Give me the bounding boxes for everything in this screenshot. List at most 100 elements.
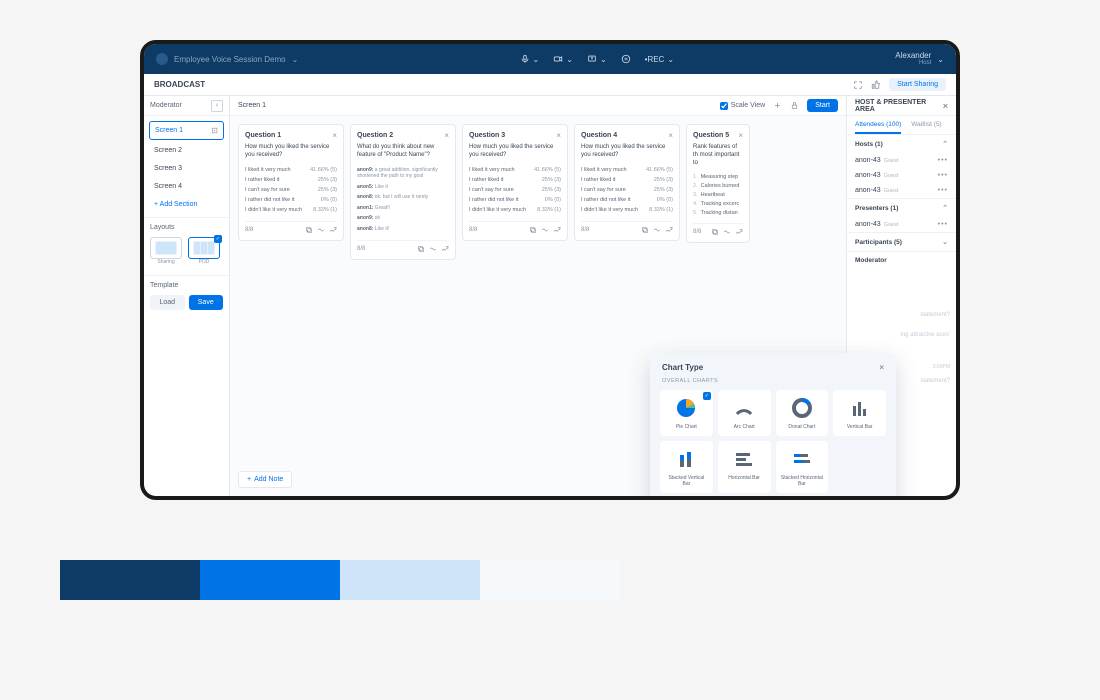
- question-card[interactable]: Question 3× How much you liked the servi…: [462, 124, 568, 241]
- chart-icon: [848, 396, 872, 420]
- scale-view-checkbox[interactable]: Scale View: [720, 102, 766, 110]
- chart-label: Pie Chart: [676, 424, 697, 430]
- lock-icon[interactable]: [790, 101, 799, 110]
- question-text: How much you liked the service you recei…: [245, 144, 337, 160]
- load-button[interactable]: Load: [150, 295, 185, 310]
- user-menu[interactable]: Alexander Host: [895, 52, 931, 66]
- question-title: Question 4: [581, 132, 617, 139]
- screen-title: Screen 1: [238, 102, 266, 109]
- more-icon[interactable]: •••: [938, 157, 948, 164]
- add-note-button[interactable]: +Add Note: [238, 471, 292, 488]
- close-icon[interactable]: ×: [556, 131, 561, 140]
- collapse-button[interactable]: ‹: [211, 100, 223, 112]
- camera-icon[interactable]: ⌄: [553, 54, 573, 64]
- page-title: BROADCAST: [154, 80, 205, 89]
- user-role: Host: [895, 60, 931, 66]
- option-row: I didn't like it very much8.33% (1): [581, 205, 673, 215]
- tab-waitlist[interactable]: Waitlist (5): [911, 121, 941, 134]
- pause-icon[interactable]: [621, 54, 631, 64]
- chart-label: Stacked Vertical Bar: [664, 475, 709, 487]
- plus-icon[interactable]: [773, 101, 782, 110]
- participant-row[interactable]: anon-43Guest•••: [847, 183, 956, 198]
- question-title: Question 2: [357, 132, 393, 139]
- option-row: I didn't like it very much8.33% (1): [469, 205, 561, 215]
- answer-row: anon5: Like it: [357, 182, 449, 193]
- question-text: What do you think about new feature of "…: [357, 144, 449, 160]
- more-icon[interactable]: •••: [938, 221, 948, 228]
- question-card[interactable]: Question 2 × What do you think about new …: [350, 124, 456, 260]
- question-card[interactable]: Question 4 × How much you liked the servi…: [574, 124, 680, 241]
- close-icon[interactable]: ×: [879, 363, 884, 372]
- more-icon[interactable]: •••: [938, 172, 948, 179]
- session-name: Employee Voice Session Demo: [174, 55, 286, 64]
- session-dropdown[interactable]: Employee Voice Session Demo ⌄: [156, 53, 298, 65]
- option-row: I liked it very much41.66% (5): [245, 165, 337, 175]
- option-row: I rather liked it25% (3): [469, 175, 561, 185]
- question-card[interactable]: Question 5× Rank features of th most imp…: [686, 124, 750, 243]
- layout-sharing[interactable]: [150, 237, 182, 259]
- add-section-link[interactable]: + Add Section: [149, 197, 224, 212]
- palette-swatch: [200, 560, 340, 600]
- participant-row[interactable]: anon-43Guest•••: [847, 168, 956, 183]
- sidebar-item-screen[interactable]: Screen 1⊡: [149, 121, 224, 140]
- chevron-down-icon: ⌄: [292, 55, 299, 64]
- close-icon[interactable]: ×: [668, 131, 673, 140]
- more-icon[interactable]: •••: [938, 187, 948, 194]
- response-count: 8/8: [245, 227, 253, 233]
- layout-label: Sharing: [150, 259, 182, 265]
- sidebar-item-screen[interactable]: Screen 2: [149, 143, 224, 158]
- close-icon[interactable]: ×: [738, 131, 743, 140]
- chart-icon: [732, 447, 756, 471]
- start-button[interactable]: Start: [807, 99, 838, 112]
- moderator-header[interactable]: Moderator: [847, 252, 956, 269]
- answer-row: anon9: ok: [357, 213, 449, 224]
- rank-row: 4.Tracking excerc: [693, 199, 743, 208]
- option-row: I liked it very much41.66% (5): [469, 165, 561, 175]
- question-title: Question 5: [693, 132, 729, 139]
- template-label: Template: [150, 282, 223, 289]
- option-row: I can't say for sure25% (3): [469, 185, 561, 195]
- chart-icon: [790, 396, 814, 420]
- question-card[interactable]: Question 1× How much you liked the servi…: [238, 124, 344, 241]
- answer-row: anon8: ok, but I will use it rarely: [357, 192, 449, 203]
- chart-option[interactable]: Donat Chart: [776, 390, 829, 436]
- option-row: I rather did not like it0% (0): [581, 195, 673, 205]
- chart-option[interactable]: Horizontal Bar: [718, 441, 771, 493]
- session-dot-icon: [156, 53, 168, 65]
- chart-icon: [790, 447, 814, 471]
- thumbs-icon[interactable]: [871, 80, 881, 90]
- answer-row: anon9: a great addition, significantly s…: [357, 165, 449, 182]
- expand-icon[interactable]: [853, 80, 863, 90]
- chart-icon: [674, 396, 698, 420]
- chart-label: Vertical Bar: [847, 424, 873, 430]
- close-icon[interactable]: ×: [444, 131, 449, 140]
- close-icon[interactable]: ×: [332, 131, 337, 140]
- share-icon[interactable]: ⌄: [587, 54, 607, 64]
- palette-swatch: [340, 560, 480, 600]
- layout-pod[interactable]: [188, 237, 220, 259]
- bg-text: ing attractive aces': [900, 332, 950, 338]
- participants-header[interactable]: Participants (5)⌄: [847, 233, 956, 251]
- sidebar-item-screen[interactable]: Screen 3: [149, 161, 224, 176]
- presenters-header[interactable]: Presenters (1)⌃: [847, 199, 956, 217]
- option-row: I rather liked it25% (3): [245, 175, 337, 185]
- save-button[interactable]: Save: [189, 295, 224, 310]
- rank-row: 2.Calories burned: [693, 181, 743, 190]
- chart-option[interactable]: Stacked Horizontal Bar: [776, 441, 829, 493]
- question-text: How much you liked the service you recei…: [469, 144, 561, 160]
- close-icon[interactable]: ×: [943, 101, 948, 111]
- chart-option[interactable]: Arc Chart: [718, 390, 771, 436]
- hosts-header[interactable]: Hosts (1)⌃: [847, 135, 956, 153]
- question-text: How much you liked the service you recei…: [581, 144, 673, 160]
- participant-row[interactable]: anon-43Guest•••: [847, 153, 956, 168]
- start-sharing-button[interactable]: Start Sharing: [889, 78, 946, 91]
- chart-option[interactable]: Vertical Bar: [833, 390, 886, 436]
- tab-attendees[interactable]: Attendees (100): [855, 121, 901, 134]
- chart-option[interactable]: Pie Chart: [660, 390, 713, 436]
- participant-row[interactable]: anon-43Guest•••: [847, 217, 956, 232]
- mic-icon[interactable]: ⌄: [520, 54, 540, 64]
- response-count: 8/8: [469, 227, 477, 233]
- sidebar-item-screen[interactable]: Screen 4: [149, 179, 224, 194]
- chart-option[interactable]: Stacked Vertical Bar: [660, 441, 713, 493]
- rec-button[interactable]: •REC⌄: [645, 54, 674, 64]
